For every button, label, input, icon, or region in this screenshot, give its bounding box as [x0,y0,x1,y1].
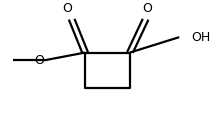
Text: OH: OH [192,31,211,44]
Text: O: O [62,2,72,15]
Text: O: O [142,2,152,15]
Text: O: O [34,54,44,67]
